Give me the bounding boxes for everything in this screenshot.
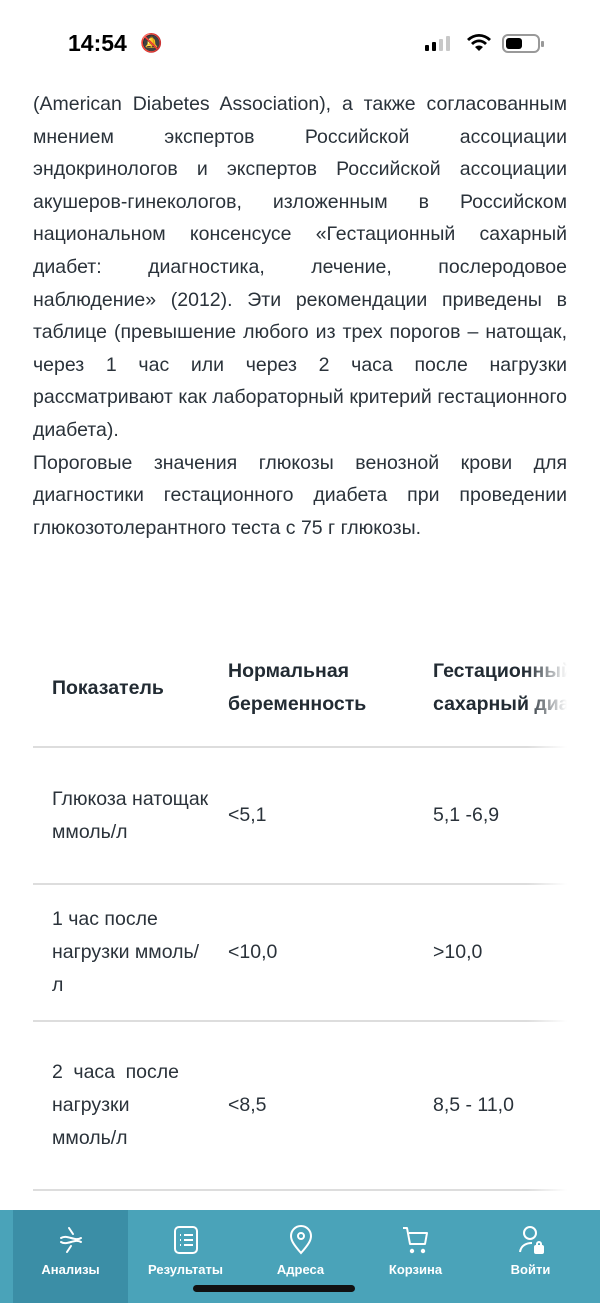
location-pin-icon [289,1225,312,1255]
table-cell: 1 час после нагрузки ммоль/л [33,884,209,1022]
nav-tab-results[interactable]: Результаты [128,1210,243,1303]
table-cell: 8,5 - 11,0 [414,1021,567,1191]
list-icon [173,1226,198,1254]
nav-tab-cart[interactable]: Корзина [358,1210,473,1303]
bell-slash-icon: 🔕 [140,33,163,53]
table-cell: <5,1 [209,747,414,885]
nav-tab-analyses[interactable]: Анализы [13,1210,128,1303]
table-cell: <10,0 [209,884,414,1022]
glucose-threshold-table: Показатель Нормальная беременность Геста… [33,630,567,1191]
cart-icon [402,1227,428,1254]
wifi-icon [467,34,491,51]
article-text: (American Diabetes Association), а также… [33,88,567,544]
paragraph: (American Diabetes Association), а также… [33,93,567,441]
nav-label: Адреса [276,1262,325,1277]
nav-label: Корзина [388,1262,443,1277]
table-header-row: Показатель Нормальная беременность Геста… [33,630,567,748]
status-bar: 14:54 🔕 [0,0,600,88]
cellular-signal-icon [425,36,450,51]
home-indicator[interactable] [193,1285,355,1292]
paragraph: Пороговые значения глюкозы венозной кров… [33,451,567,539]
battery-icon [502,34,544,53]
nav-label: Анализы [41,1262,100,1277]
nav-tab-addresses[interactable]: Адреса [243,1210,358,1303]
column-header: Гестационный сахарный диабет [414,630,567,748]
dna-icon [59,1227,82,1253]
nav-label: Войти [510,1262,551,1277]
table-cell: 2 часа после нагрузки ммоль/л [33,1021,209,1191]
table-cell: <8,5 [209,1021,414,1191]
nav-label: Результаты [148,1262,223,1277]
column-header: Показатель [33,630,209,748]
table-row: Глюкоза натощак ммоль/л <5,1 5,1 -6,9 [33,747,567,885]
table-cell: 5,1 -6,9 [414,747,567,885]
column-header: Нормальная беременность [209,630,414,748]
table-cell: >10,0 [414,884,567,1022]
nav-tab-login[interactable]: Войти [473,1210,588,1303]
table-row: 1 час после нагрузки ммоль/л <10,0 >10,0 [33,884,567,1022]
clock: 14:54 [68,30,127,56]
user-lock-icon [518,1226,544,1254]
table-row: 2 часа после нагрузки ммоль/л <8,5 8,5 -… [33,1021,567,1191]
table-cell: Глюкоза натощак ммоль/л [33,747,209,885]
